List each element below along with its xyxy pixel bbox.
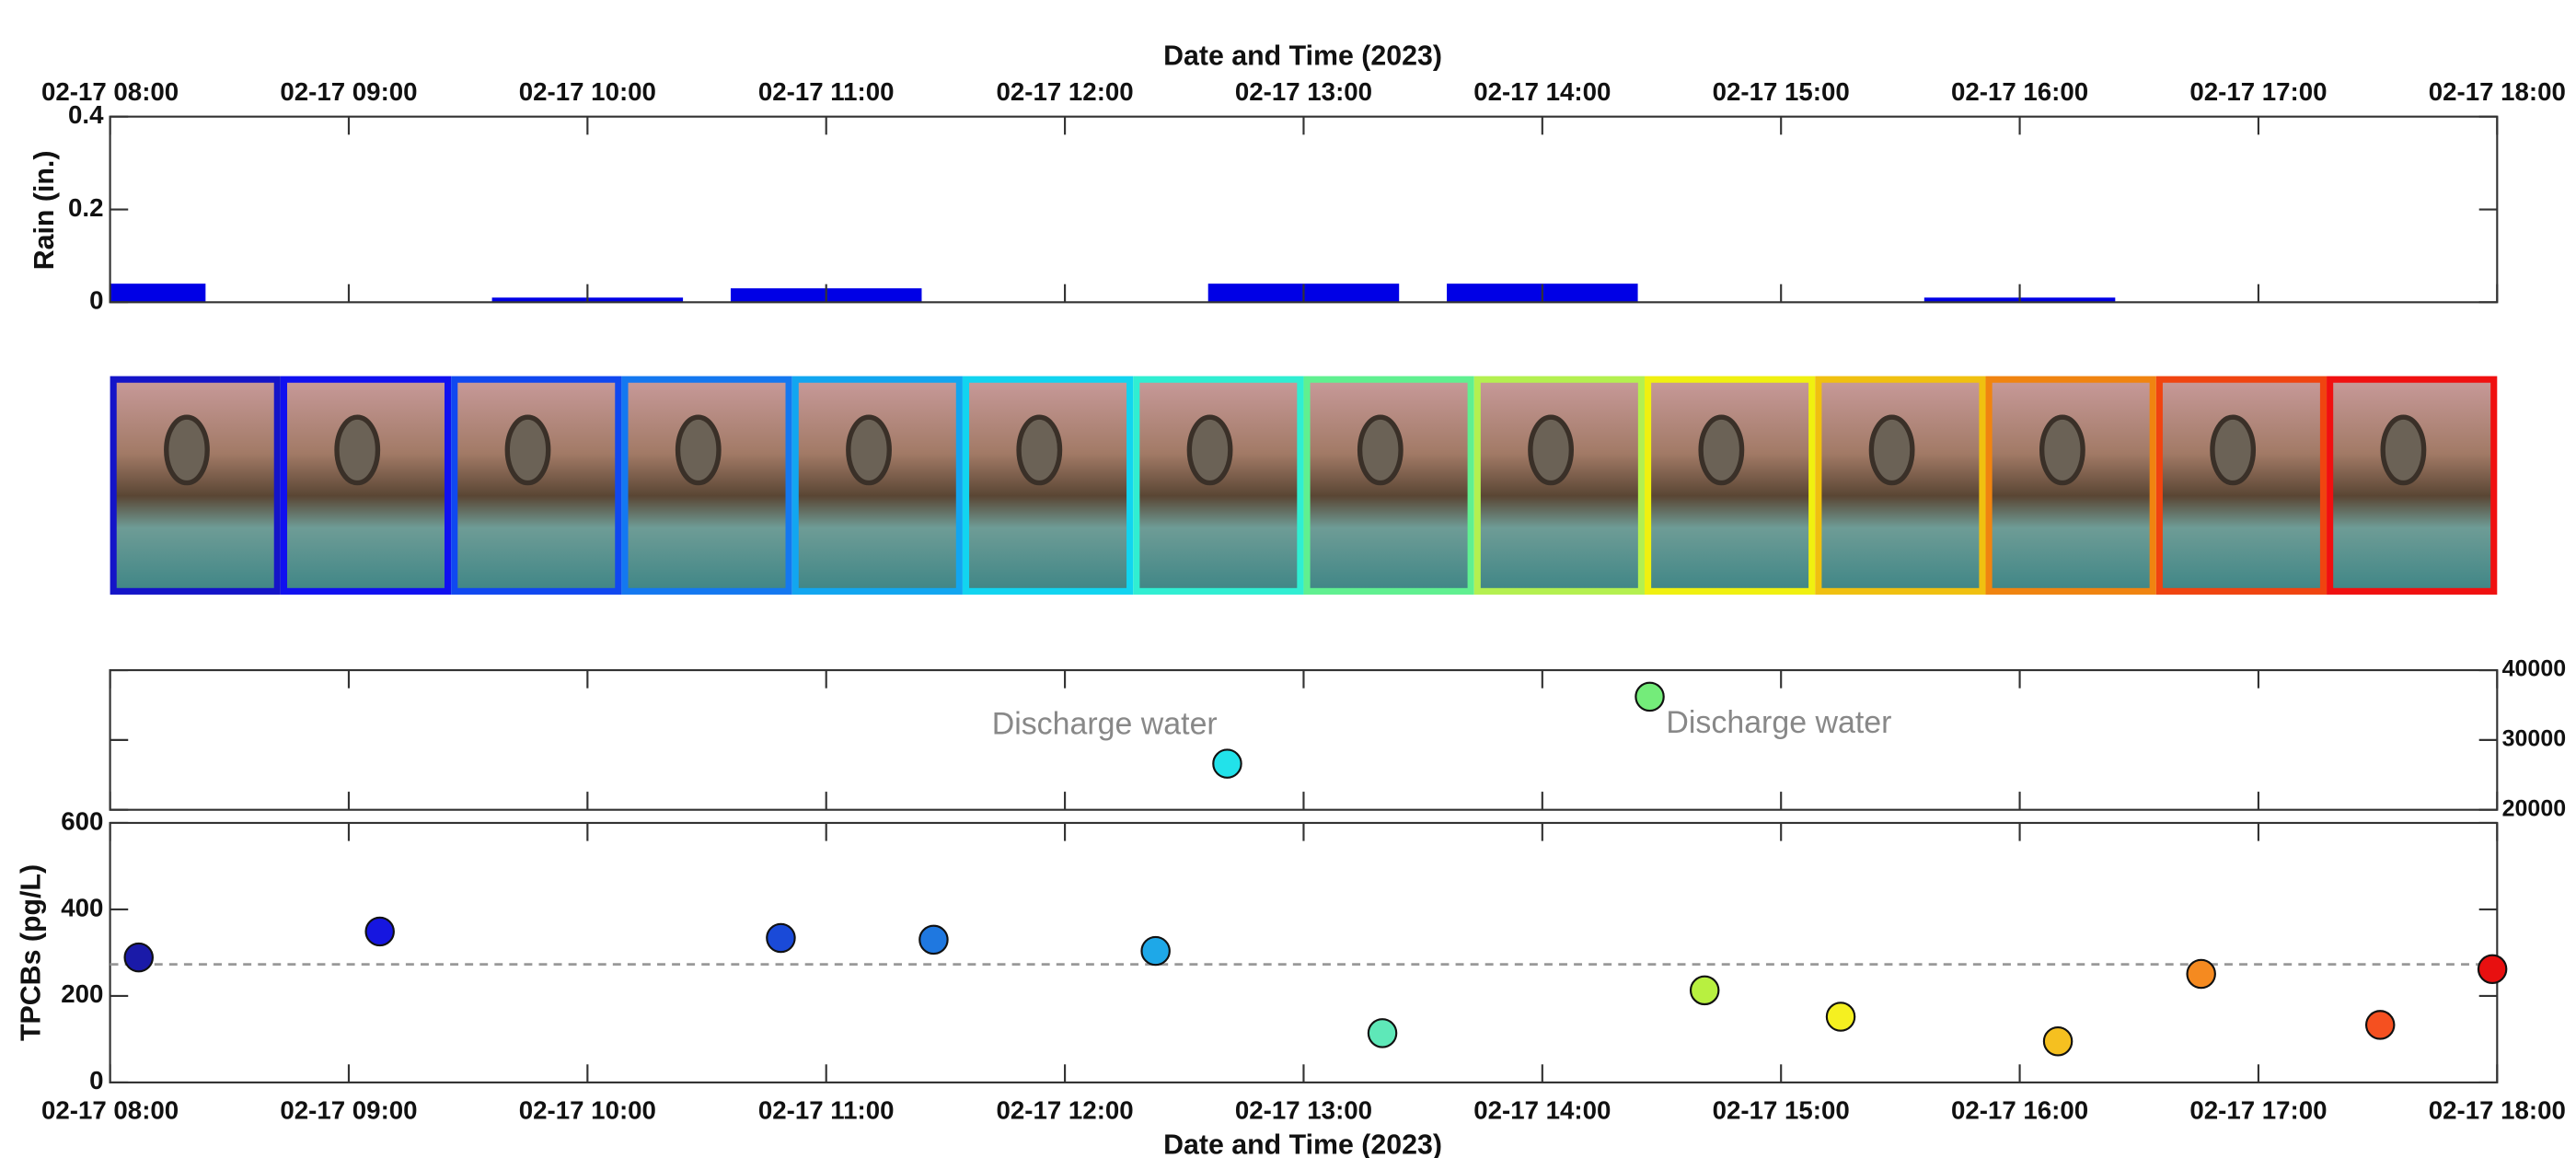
y2-tick-label: 40000	[2502, 656, 2566, 682]
panel-frame	[110, 117, 2498, 303]
photo-pipe	[1019, 417, 1059, 482]
data-point	[767, 924, 794, 952]
bottom-x-tick-label: 02-17 09:00	[280, 1095, 417, 1124]
photo	[2159, 379, 2323, 591]
data-point	[366, 918, 394, 945]
top-x-tick-label: 02-17 15:00	[1713, 77, 1850, 106]
photo-pipe	[2042, 417, 2083, 482]
photo-pipe	[337, 417, 377, 482]
bottom-x-tick-label: 02-17 13:00	[1235, 1095, 1372, 1124]
bottom-x-tick-label: 02-17 18:00	[2429, 1095, 2566, 1124]
photo-pipe	[1871, 417, 1912, 482]
photo	[1137, 379, 1300, 591]
photo-pipe	[1701, 417, 1741, 482]
y-tick-label: 0	[89, 286, 103, 315]
photo-pipe	[2212, 417, 2253, 482]
photo-pipe	[1531, 417, 1571, 482]
photo	[795, 379, 959, 591]
figure: Date and Time (2023) Rain (in.) TPCBs (p…	[0, 0, 2576, 1158]
data-point	[1635, 683, 1663, 711]
bottom-x-axis-title: Date and Time (2023)	[1163, 1130, 1442, 1158]
bottom-x-tick-label: 02-17 17:00	[2189, 1095, 2327, 1124]
top-x-tick-label: 02-17 09:00	[280, 77, 417, 106]
data-point	[2478, 955, 2506, 983]
tpcb-y-axis-title: TPCBs (pg/L)	[17, 864, 47, 1041]
top-x-tick-label: 02-17 16:00	[1951, 77, 2088, 106]
photo	[283, 379, 447, 591]
photo	[113, 379, 277, 591]
bottom-x-tick-label: 02-17 16:00	[1951, 1095, 2088, 1124]
y-tick-label: 200	[61, 979, 103, 1008]
photo	[1819, 379, 1982, 591]
top-x-tick-label: 02-17 10:00	[519, 77, 656, 106]
top-x-tick-label: 02-17 08:00	[41, 77, 179, 106]
y-tick-label: 0.4	[68, 100, 104, 129]
top-x-tick-label: 02-17 17:00	[2189, 77, 2327, 106]
data-point	[125, 944, 153, 971]
top-x-axis-title: Date and Time (2023)	[1163, 41, 1442, 71]
y-tick-label: 600	[61, 806, 103, 835]
page: {"chart_data": [ {"type": "bar", "xlabel…	[0, 0, 2576, 1158]
photo	[1477, 379, 1641, 591]
rain-bar	[110, 284, 206, 302]
data-point	[1369, 1019, 1396, 1047]
data-point	[919, 926, 947, 954]
y-tick-label: 400	[61, 893, 103, 921]
data-point	[1141, 937, 1169, 965]
photo	[1648, 379, 1812, 591]
photo-pipe	[507, 417, 548, 482]
photo-pipe	[167, 417, 207, 482]
top-x-tick-label: 02-17 11:00	[758, 77, 895, 106]
y-tick-label: 0	[89, 1066, 103, 1094]
data-point	[2366, 1011, 2394, 1038]
bottom-x-tick-label: 02-17 15:00	[1713, 1095, 1850, 1124]
data-point	[1213, 749, 1241, 777]
data-point	[1827, 1002, 1854, 1030]
top-x-tick-label: 02-17 13:00	[1235, 77, 1372, 106]
panel-frame	[110, 670, 2498, 810]
top-x-tick-label: 02-17 18:00	[2429, 77, 2566, 106]
bottom-x-tick-label: 02-17 11:00	[758, 1095, 895, 1124]
y-tick-label: 0.2	[68, 193, 103, 222]
data-point	[2044, 1027, 2072, 1055]
photo	[455, 379, 618, 591]
photo	[1307, 379, 1471, 591]
bottom-x-tick-label: 02-17 12:00	[996, 1095, 1133, 1124]
top-x-tick-label: 02-17 14:00	[1473, 77, 1611, 106]
panel-frame	[110, 823, 2498, 1083]
data-point	[1691, 977, 1718, 1004]
bottom-x-tick-label: 02-17 14:00	[1473, 1095, 1611, 1124]
bottom-x-tick-label: 02-17 08:00	[41, 1095, 179, 1124]
photo	[1989, 379, 2153, 591]
photo-pipe	[1360, 417, 1401, 482]
y2-tick-label: 30000	[2502, 725, 2566, 751]
y2-tick-label: 20000	[2502, 795, 2566, 821]
top-x-tick-label: 02-17 12:00	[996, 77, 1133, 106]
bottom-x-tick-label: 02-17 10:00	[519, 1095, 656, 1124]
annotation: Discharge water	[1666, 705, 1891, 740]
photo-pipe	[849, 417, 889, 482]
photo-pipe	[1189, 417, 1230, 482]
photo-pipe	[678, 417, 719, 482]
annotation: Discharge water	[992, 707, 1218, 742]
data-point	[2188, 960, 2215, 988]
rain-y-axis-title: Rain (in.)	[29, 151, 60, 271]
photo	[965, 379, 1129, 591]
photo	[2330, 379, 2494, 591]
photo-pipe	[2383, 417, 2423, 482]
photo	[625, 379, 789, 591]
